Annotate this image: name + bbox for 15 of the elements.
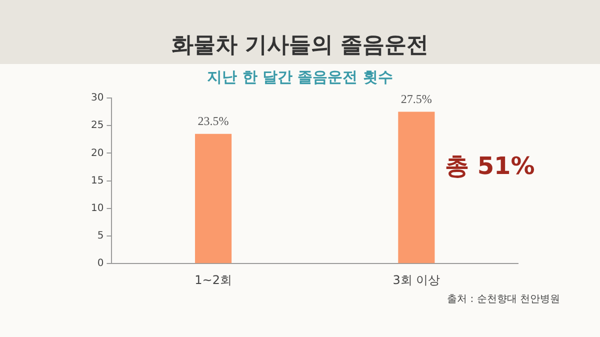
x-tick-label: 1~2회 bbox=[194, 272, 232, 287]
chart-title: 화물차 기사들의 졸음운전 bbox=[170, 32, 430, 60]
y-tick-label: 0 bbox=[97, 258, 104, 270]
data-label: 23.5% bbox=[198, 114, 229, 128]
annotation: 총 51% bbox=[445, 151, 535, 182]
data-label: 27.5% bbox=[400, 92, 432, 106]
y-tick-label: 20 bbox=[90, 148, 104, 159]
y-tick-label: 30 bbox=[90, 92, 104, 104]
y-tick-label: 10 bbox=[90, 202, 104, 214]
y-tick-label: 15 bbox=[90, 175, 104, 186]
x-tick-label: 3회 이상 bbox=[392, 272, 440, 287]
y-tick-label: 5 bbox=[97, 230, 104, 242]
y-tick-label: 25 bbox=[90, 120, 104, 132]
source-note: 출처 : 순천향대 천안병원 bbox=[447, 293, 560, 306]
chart-subtitle: 지난 한 달간 졸음운전 횟수 bbox=[206, 68, 394, 87]
